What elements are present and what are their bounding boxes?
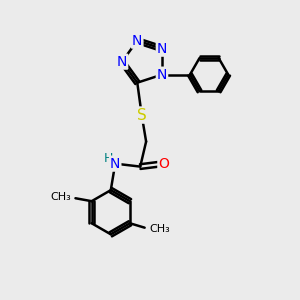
Text: N: N [157, 68, 167, 82]
Text: H: H [104, 152, 113, 165]
Text: N: N [110, 157, 120, 171]
Text: N: N [132, 34, 142, 48]
Text: S: S [137, 108, 147, 123]
Text: CH₃: CH₃ [149, 224, 170, 234]
Text: O: O [158, 157, 169, 171]
Text: CH₃: CH₃ [50, 192, 71, 203]
Text: N: N [157, 42, 167, 56]
Text: N: N [117, 55, 127, 69]
